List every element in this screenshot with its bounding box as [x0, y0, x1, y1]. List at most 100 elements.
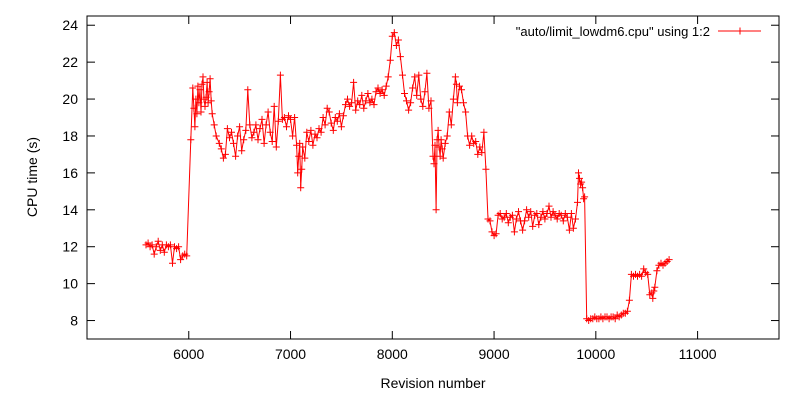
- data-point: [198, 80, 206, 88]
- data-point: [378, 86, 386, 94]
- data-point: [203, 78, 211, 86]
- data-point: [372, 88, 380, 96]
- data-point: [665, 256, 673, 264]
- data-point: [344, 95, 351, 103]
- data-point: [384, 73, 392, 81]
- data-point: [240, 136, 248, 144]
- series-layer: [142, 29, 673, 324]
- data-point: [574, 198, 581, 206]
- data-point: [527, 208, 535, 216]
- data-point: [368, 95, 376, 103]
- data-point: [539, 208, 547, 216]
- data-point: [187, 136, 195, 144]
- y-axis-label: CPU time (s): [24, 137, 40, 217]
- data-point: [307, 126, 315, 134]
- y-tick-label: 14: [62, 202, 78, 218]
- data-point: [280, 114, 288, 121]
- data-point: [482, 165, 490, 173]
- data-point: [438, 145, 446, 153]
- data-point: [319, 114, 327, 121]
- data-point: [478, 149, 486, 157]
- data-point: [354, 97, 362, 105]
- plot-frame: [86, 15, 780, 340]
- data-point: [268, 138, 276, 145]
- data-point: [254, 136, 262, 144]
- data-point: [217, 145, 225, 153]
- data-point: [156, 246, 164, 254]
- data-point: [460, 99, 467, 107]
- data-point: [226, 134, 233, 142]
- data-point: [386, 56, 394, 64]
- data-point: [366, 99, 374, 107]
- data-point: [311, 130, 319, 138]
- data-point: [579, 184, 587, 192]
- y-tick-label: 8: [70, 313, 78, 329]
- data-point: [401, 90, 408, 97]
- data-point: [327, 119, 335, 127]
- x-axis-ticks: 6000 7000 8000 9000 10000 11000: [173, 16, 717, 362]
- data-point: [468, 132, 476, 140]
- data-point: [523, 206, 531, 214]
- x-tick-label: 8000: [377, 346, 408, 362]
- data-point: [250, 128, 258, 136]
- data-point: [210, 121, 218, 129]
- data-point: [427, 97, 435, 105]
- data-point: [256, 125, 264, 133]
- data-point: [547, 213, 555, 221]
- data-point: [441, 139, 449, 147]
- data-point: [529, 222, 537, 230]
- data-point: [317, 128, 325, 136]
- data-point: [150, 250, 158, 258]
- data-point: [407, 99, 415, 107]
- data-point: [205, 88, 213, 96]
- data-point: [223, 125, 231, 133]
- data-point: [301, 154, 309, 162]
- data-point: [537, 213, 545, 221]
- data-point: [650, 287, 658, 295]
- data-point: [549, 208, 557, 216]
- data-point: [561, 210, 569, 217]
- data-point: [376, 90, 384, 97]
- data-point: [329, 126, 337, 134]
- data-point: [246, 121, 254, 129]
- data-point: [303, 128, 311, 136]
- data-point: [462, 108, 470, 116]
- x-tick-label: 7000: [275, 346, 306, 362]
- y-tick-label: 10: [62, 276, 78, 292]
- data-point: [333, 117, 341, 125]
- data-point: [488, 228, 496, 236]
- data-point: [451, 73, 459, 81]
- data-point: [212, 132, 220, 140]
- data-point: [449, 95, 457, 103]
- data-point: [335, 110, 343, 118]
- data-point: [510, 228, 518, 236]
- data-point: [154, 237, 162, 245]
- data-point: [452, 80, 460, 88]
- legend-marker: [736, 27, 744, 35]
- data-point: [551, 211, 559, 219]
- data-point: [535, 221, 543, 229]
- data-point: [196, 86, 204, 94]
- data-point: [325, 108, 333, 116]
- data-point: [474, 150, 482, 158]
- data-point: [189, 84, 197, 92]
- data-point: [388, 32, 396, 40]
- y-tick-label: 12: [62, 239, 78, 255]
- data-point: [480, 128, 488, 136]
- data-point: [432, 206, 440, 214]
- data-point: [272, 143, 280, 151]
- data-point: [476, 143, 484, 151]
- data-point: [166, 241, 174, 249]
- data-point: [193, 110, 201, 118]
- data-point: [429, 152, 437, 160]
- data-point: [430, 160, 438, 168]
- data-point: [559, 217, 567, 225]
- data-point: [496, 210, 504, 217]
- data-point: [396, 53, 404, 61]
- data-point: [453, 99, 461, 107]
- data-point: [297, 184, 305, 192]
- data-point: [500, 213, 508, 221]
- data-point: [519, 226, 527, 234]
- data-point: [321, 121, 329, 129]
